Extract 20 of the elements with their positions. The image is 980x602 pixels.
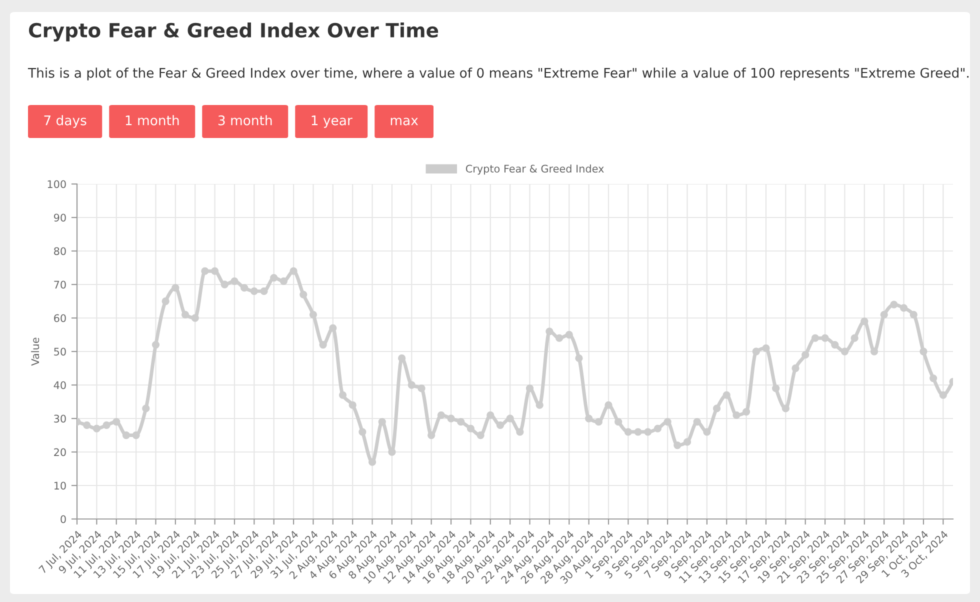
y-tick-label: 10 [54,482,66,490]
y-tick-label: 80 [54,247,66,256]
y-tick-label: 40 [54,381,66,390]
text: 3 month [218,115,272,126]
y-tick-label: 0 [60,515,66,524]
chart-title: Crypto Fear & Greed Index Over Time [28,22,438,42]
text: max [390,118,418,126]
y-tick-label: 60 [54,314,66,322]
y-tick-label: 20 [54,448,66,456]
y-tick-label: 50 [54,348,66,356]
text: 1 month [126,115,179,126]
legend-label: Crypto Fear & Greed Index [466,164,604,175]
text: 1 year [312,116,352,128]
chart-subtitle: This is a plot of the Fear & Greed Index over time, where a value of 0 means "Extreme Fear" while a value of 100 represents "Extreme Greed". [28,68,968,80]
y-tick-label: 70 [54,280,66,289]
y-tick-label: 100 [48,180,66,188]
y-tick-label: 90 [54,214,66,222]
y-tick-label: 30 [54,414,66,423]
text: 7 days [44,115,86,128]
y-axis-title: Value [31,338,40,366]
